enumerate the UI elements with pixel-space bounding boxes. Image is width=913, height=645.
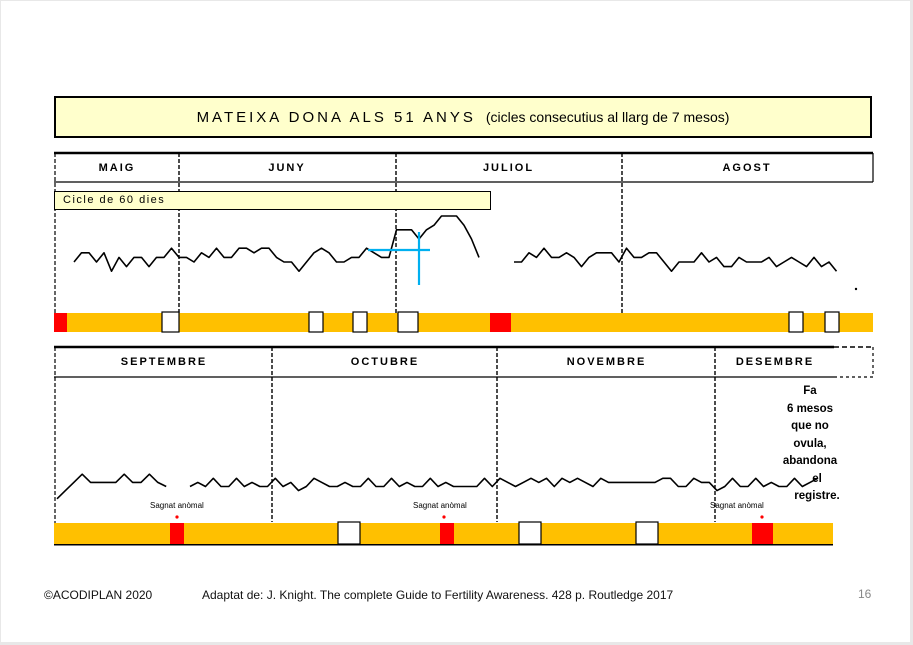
month-label-juny: JUNY — [268, 162, 306, 174]
fertile-day-marker — [352, 311, 368, 333]
chart-title: MATEIXA DONA ALS 51 ANYS (cicles consecu… — [54, 96, 872, 138]
fertile-day-marker — [518, 521, 542, 545]
month-label-juliol: JULIOL — [482, 162, 535, 174]
page-number: 16 — [858, 587, 872, 601]
abnormal-bleed-note: Sagnat anòmal — [710, 501, 764, 510]
month-label-octubre: OCTUBRE — [350, 356, 420, 368]
month-label-septembre: SEPTEMBRE — [120, 356, 208, 368]
abnormal-bleed-note: Sagnat anòmal — [150, 501, 204, 510]
bleeding-marker — [54, 313, 67, 332]
title-subtitle: (cicles consecutius al llarg de 7 mesos) — [485, 109, 730, 125]
abandon-line: que no — [791, 420, 829, 432]
fertile-day-marker — [308, 311, 324, 333]
month-label-desembre: DESEMBRE — [735, 356, 815, 368]
month-label-maig: MAIG — [98, 162, 136, 174]
abnormal-bleed-asterisk — [442, 515, 446, 519]
abandon-line: el registre. — [794, 472, 840, 503]
abandon-note: Fa 6 mesos que no ovula, abandona el reg… — [775, 383, 845, 506]
abandon-line: abandona — [782, 455, 838, 467]
temperature-line-cycle-3 — [56, 473, 167, 500]
abnormal-bleed-asterisk — [760, 515, 764, 519]
abnormal-bleed-asterisk — [175, 515, 179, 519]
fertile-day-marker — [161, 311, 180, 333]
temperature-line-cycle-1 — [73, 215, 480, 273]
abandon-line: ovula, — [793, 437, 827, 450]
temperature-line-cycle-2 — [514, 247, 838, 273]
band-bottom-edge — [54, 544, 833, 546]
cycle-length-label: Cicle de 60 dies — [54, 191, 491, 210]
copyright: ©ACODIPLAN 2020 — [44, 588, 153, 602]
abandon-line: 6 mesos — [786, 402, 834, 415]
fertile-day-marker — [337, 521, 361, 545]
month-label-agost: AGOST — [722, 162, 772, 174]
infertile-band — [54, 313, 873, 332]
source-citation: Adaptat de: J. Knight. The complete Guid… — [202, 588, 674, 602]
bleeding-marker — [490, 313, 511, 332]
bleeding-marker — [170, 523, 184, 544]
abnormal-bleed-note: Sagnat anòmal — [413, 501, 467, 510]
bleeding-marker — [440, 523, 454, 544]
fertile-day-marker — [635, 521, 659, 545]
fertile-day-marker — [397, 311, 419, 333]
fertile-day-marker — [788, 311, 804, 333]
bleeding-marker — [752, 523, 773, 544]
temperature-line-cycle-4 — [189, 477, 819, 492]
title-main: MATEIXA DONA ALS 51 ANYS — [196, 108, 476, 126]
month-label-novembre: NOVEMBRE — [566, 356, 647, 368]
temperature-point — [854, 287, 858, 291]
fertile-day-marker — [824, 311, 840, 333]
abandon-line: Fa — [803, 385, 817, 397]
